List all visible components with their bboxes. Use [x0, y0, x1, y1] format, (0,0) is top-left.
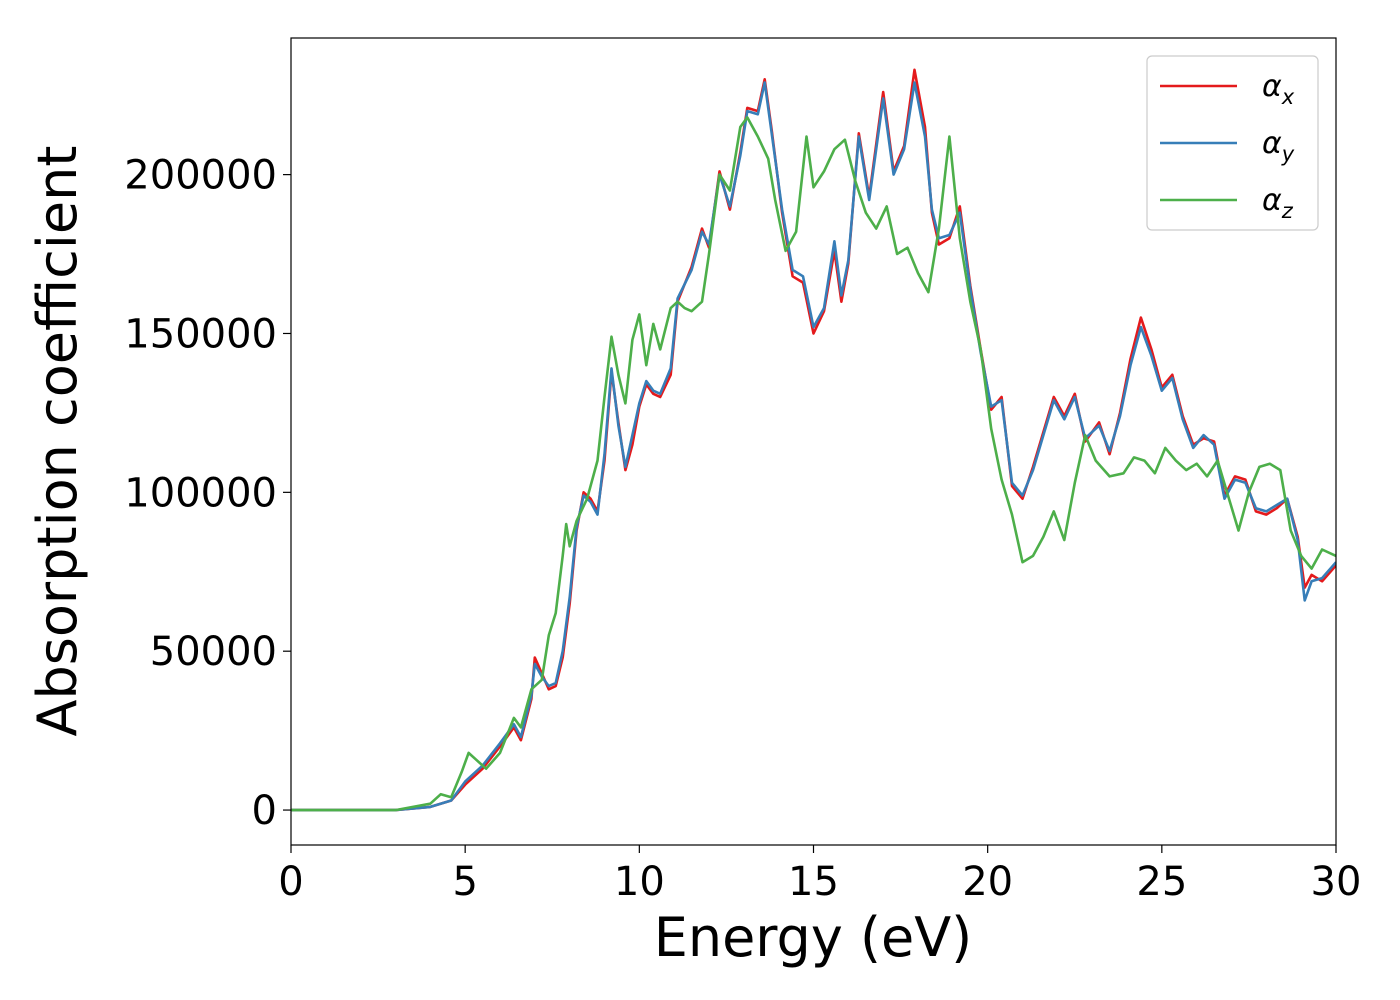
- series-layer: [291, 68, 1336, 812]
- x-tick-label: 10: [614, 859, 665, 905]
- x-tick-label: 15: [788, 859, 839, 905]
- x-axis-title: Energy (eV): [654, 906, 973, 969]
- y-axis-ticks: 0 50000 100000 150000 200000: [124, 153, 291, 834]
- legend-label-y: αy: [1262, 126, 1295, 166]
- x-tick-label: 25: [1136, 859, 1187, 905]
- y-tick-label: 50000: [150, 629, 277, 675]
- y-tick-label: 0: [252, 788, 277, 834]
- x-tick-label: 0: [278, 859, 303, 905]
- y-axis-title: Absorption coefficient: [26, 146, 89, 737]
- x-axis-ticks: 0 5 10 15 20 25 30: [278, 845, 1361, 905]
- legend-label-z: αz: [1262, 183, 1294, 223]
- series-line-z: [291, 116, 1336, 812]
- y-tick-label: 150000: [124, 311, 277, 357]
- x-tick-label: 30: [1311, 859, 1362, 905]
- y-tick-label: 100000: [124, 470, 277, 516]
- series-line-y: [291, 81, 1336, 812]
- legend: αx αy αz: [1146, 55, 1319, 231]
- y-tick-label: 200000: [124, 153, 277, 199]
- legend-label-x: αx: [1262, 69, 1295, 109]
- x-tick-label: 5: [452, 859, 477, 905]
- x-tick-label: 20: [962, 859, 1013, 905]
